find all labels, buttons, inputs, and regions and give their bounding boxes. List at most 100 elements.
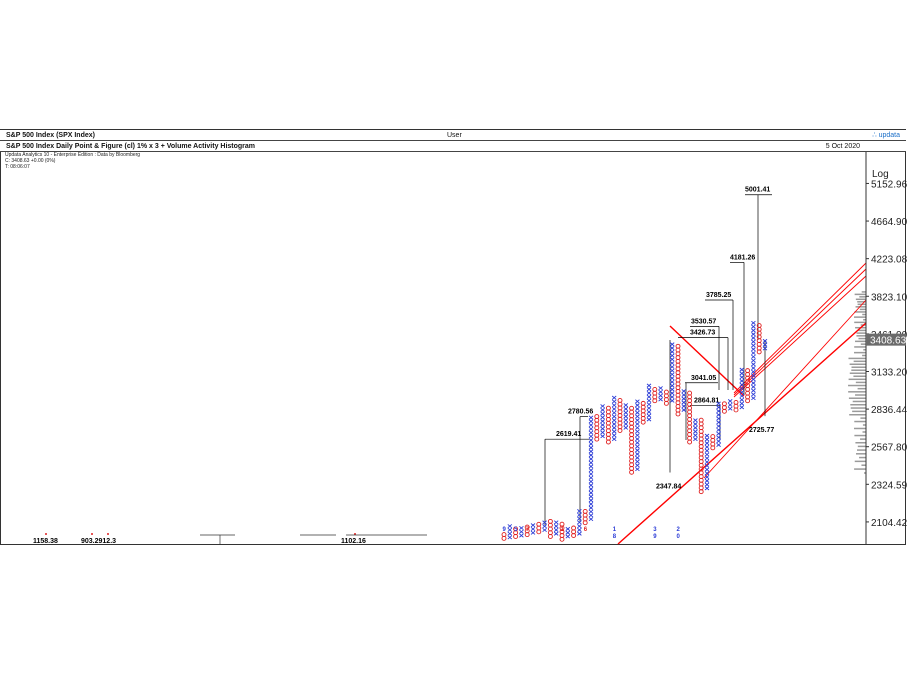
- x-box: [588, 517, 594, 522]
- x-box: [588, 468, 594, 473]
- x-box: [588, 475, 594, 480]
- history-marker: [107, 533, 109, 535]
- x-box: [716, 401, 721, 406]
- x-box: [623, 406, 629, 411]
- month-marker: 7: [526, 527, 530, 533]
- x-box: [635, 414, 640, 419]
- x-box: [577, 509, 582, 514]
- o-box: [501, 532, 507, 538]
- x-box: [600, 407, 605, 412]
- o-box: [605, 405, 611, 411]
- x-box: [635, 463, 640, 468]
- x-box: [588, 498, 594, 503]
- x-box: [704, 444, 710, 450]
- x-box: [588, 483, 594, 488]
- pnf-column: [530, 523, 536, 535]
- pnf-column: [594, 414, 600, 442]
- volume-histogram-bar: [850, 407, 866, 409]
- x-box: [751, 362, 756, 367]
- x-box: [751, 320, 756, 325]
- price-target: 2864.81: [690, 397, 721, 440]
- price-target: 3530.57: [690, 318, 720, 390]
- x-box: [646, 387, 652, 392]
- scale-mode-label[interactable]: Log: [872, 169, 889, 180]
- x-box: [751, 324, 756, 329]
- x-box: [669, 353, 675, 358]
- chart-date: 5 Oct 2020: [825, 143, 860, 150]
- month-marker: 9: [503, 527, 507, 533]
- pnf-column: [646, 383, 652, 422]
- y-tick-label: 4223.08: [871, 255, 907, 266]
- x-box: [669, 394, 675, 400]
- x-box: [611, 406, 617, 412]
- x-box: [553, 524, 559, 529]
- history-low-label: 1102.16: [341, 538, 366, 545]
- o-box: [582, 508, 588, 514]
- security-name: S&P 500 Index (SPX Index): [6, 132, 95, 139]
- price-target: 3785.25: [705, 292, 734, 390]
- y-tick-label: 5152.96: [871, 179, 907, 190]
- volume-histogram-bar: [851, 369, 866, 371]
- y-tick-label: 4664.90: [871, 217, 907, 228]
- user-label: User: [447, 132, 462, 139]
- x-box: [565, 534, 571, 539]
- x-box: [704, 482, 710, 487]
- volume-histogram-bar: [861, 291, 866, 293]
- o-box: [756, 323, 762, 329]
- volume-histogram-bar: [859, 308, 866, 311]
- price-target-label: 2725.77: [749, 427, 774, 434]
- x-box: [588, 419, 594, 424]
- x-box: [716, 416, 721, 421]
- y-tick-label: 3133.20: [871, 367, 907, 378]
- x-box: [669, 361, 675, 366]
- volume-histogram-bar: [848, 384, 866, 387]
- support-trendline: [733, 262, 867, 394]
- y-tick-label: 2567.80: [871, 443, 907, 454]
- x-box: [507, 535, 513, 540]
- x-box: [635, 440, 640, 445]
- volume-histogram-bar: [860, 438, 866, 440]
- pnf-column: [658, 386, 663, 402]
- volume-histogram-bar: [854, 316, 866, 318]
- volume-histogram-bar: [862, 313, 866, 316]
- x-box: [704, 441, 710, 446]
- volume-histogram-bar: [854, 293, 866, 296]
- info-time: T: 08:06:07: [5, 164, 30, 170]
- x-box: [669, 364, 675, 369]
- x-box: [669, 379, 675, 384]
- x-box: [577, 520, 582, 525]
- volume-histogram-bar: [862, 354, 866, 357]
- month-marker: 8: [613, 534, 617, 540]
- x-box: [588, 464, 594, 469]
- price-target: 5001.41: [745, 187, 772, 340]
- x-box: [751, 332, 756, 337]
- o-box: [594, 414, 600, 419]
- x-box: [588, 513, 594, 518]
- x-box: [704, 433, 710, 438]
- x-box: [507, 524, 513, 529]
- volume-histogram-bar: [848, 391, 866, 393]
- x-box: [635, 444, 640, 449]
- x-box: [751, 358, 756, 363]
- pnf-column: [571, 525, 577, 538]
- pnf-column: [582, 508, 588, 526]
- x-box: [751, 339, 756, 344]
- price-target: 4181.26: [730, 254, 755, 395]
- x-box: [600, 434, 605, 439]
- x-box: [762, 338, 768, 343]
- volume-histogram-bar: [856, 453, 866, 455]
- x-box: [507, 527, 513, 532]
- x-box: [669, 349, 675, 354]
- x-box: [681, 396, 687, 401]
- y-tick-label: 2324.59: [871, 480, 907, 491]
- x-box: [704, 471, 710, 476]
- x-box: [646, 413, 652, 418]
- x-box: [751, 381, 756, 386]
- y-tick-label: 2836.44: [871, 405, 907, 416]
- volume-histogram-bar: [848, 378, 866, 381]
- updata-logo[interactable]: ∴ updata: [872, 132, 900, 139]
- pnf-column: [716, 401, 721, 447]
- x-box: [704, 467, 710, 472]
- volume-histogram-bar: [855, 340, 866, 343]
